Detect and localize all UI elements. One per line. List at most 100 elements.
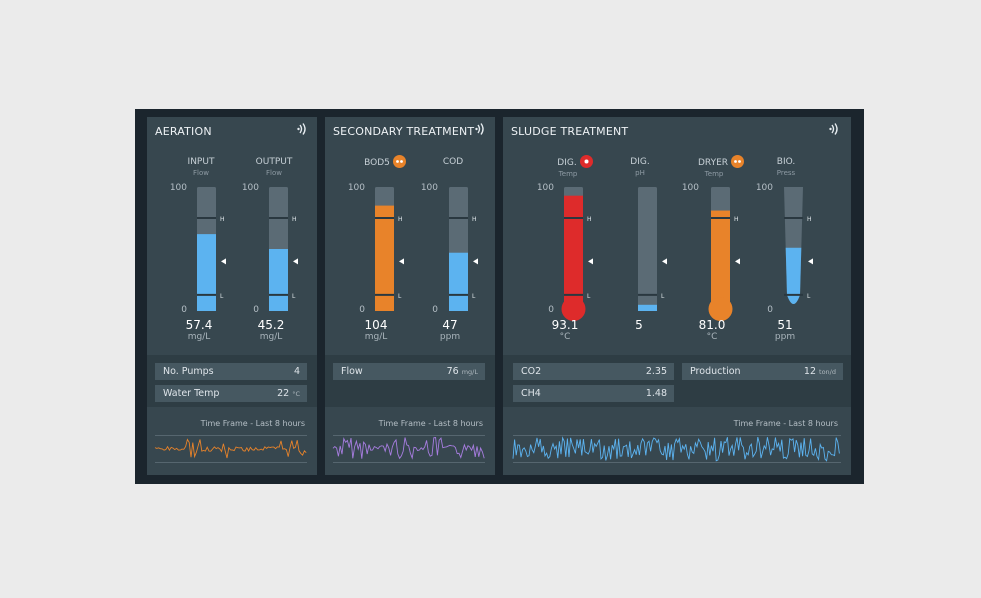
trend-series-line	[332, 436, 485, 460]
axis-max: 100	[536, 183, 554, 193]
gauge-fill	[711, 210, 730, 311]
metric-water-temp: Water Temp 22 °C	[155, 385, 307, 402]
metric-co2: CO2 2.35	[513, 363, 674, 380]
gauge-subtitle: Flow	[266, 169, 282, 177]
aeration-panel: AERATION INPUT Flow OUTPUT Flow 100 0 100 …	[147, 117, 317, 475]
gauge-bulb	[561, 297, 586, 321]
gauge-unit: ppm	[774, 332, 796, 342]
wifi-icon[interactable]	[829, 123, 843, 135]
panel-title: AERATION	[155, 125, 212, 138]
gauge-label-bio-press: BIO. Press	[756, 157, 816, 179]
metric-label: Production	[690, 366, 741, 377]
axis-min: 0	[253, 305, 259, 315]
alert-badge-icon[interactable]	[731, 155, 745, 168]
gauge-unit: mg/L	[259, 332, 283, 342]
axis-min: 0	[767, 305, 773, 315]
gauge-unit: °C	[706, 332, 718, 342]
dryer-temp-gauge: H	[708, 187, 740, 321]
gauge-track	[638, 187, 657, 311]
axis-max: 100	[681, 183, 699, 193]
gauge-value: 5	[635, 318, 643, 332]
gauge-label-output: OUTPUT Flow	[244, 157, 304, 179]
axis-max: 100	[755, 183, 773, 193]
gauge-unit: ppm	[439, 332, 461, 342]
trend-gridline	[333, 462, 485, 463]
gauge-value: 47	[442, 318, 458, 332]
high-threshold-label: H	[220, 216, 225, 223]
axis-min: 0	[181, 305, 187, 315]
metric-value: 2.35	[645, 366, 667, 377]
gauge-label-cod: COD	[423, 157, 483, 168]
gauge-value: 93.1	[551, 318, 579, 332]
low-threshold-label: L	[220, 293, 224, 300]
trend-title: Time Frame - Last 8 hours	[733, 419, 838, 428]
gauge-fill	[564, 195, 583, 311]
gauge-value: 104	[364, 318, 388, 332]
gauge-label-dryer-temp: DRYER Temp	[691, 155, 751, 180]
setpoint-pointer-icon	[808, 258, 813, 265]
bio-press-gauge: HL	[784, 187, 813, 304]
cod-gauge: HL	[449, 187, 478, 311]
high-threshold-label: H	[807, 216, 812, 223]
high-threshold-label: H	[734, 216, 739, 223]
output-flow-gauge: HL	[269, 187, 298, 311]
trend-title: Time Frame - Last 8 hours	[378, 419, 483, 428]
gauge-subtitle: Temp	[704, 170, 724, 178]
trend-title: Time Frame - Last 8 hours	[200, 419, 305, 428]
gauge-fill	[784, 247, 803, 304]
setpoint-pointer-icon	[735, 258, 740, 265]
metric-value: 4	[293, 366, 300, 377]
gauge-title: BOD5	[364, 158, 390, 168]
low-threshold-label: L	[587, 293, 591, 300]
setpoint-pointer-icon	[473, 258, 478, 265]
wifi-icon[interactable]	[297, 123, 311, 135]
axis-max: 100	[241, 183, 259, 193]
gauge-fill	[638, 304, 657, 311]
gauge-title: COD	[442, 157, 464, 167]
metric-unit: ton/d	[819, 368, 836, 376]
gauge-value: 45.2	[257, 318, 285, 332]
metric-label: CH4	[521, 388, 541, 399]
gauge-fill	[449, 252, 468, 311]
trend-gridline	[333, 435, 485, 436]
trend-series-line	[512, 436, 840, 462]
dig-ph-gauge: L	[638, 187, 667, 311]
setpoint-pointer-icon	[221, 258, 226, 265]
metric-label: Flow	[341, 366, 363, 377]
high-threshold-label: H	[292, 216, 297, 223]
trend-gridline	[155, 462, 307, 463]
metric-label: No. Pumps	[163, 366, 214, 377]
trend-series-line	[154, 438, 307, 459]
gauge-value: 57.4	[185, 318, 213, 332]
metric-value: 76	[446, 366, 459, 377]
gauge-title: BIO.	[776, 157, 796, 167]
low-threshold-label: L	[661, 293, 665, 300]
gauge-value: 81.0	[698, 318, 726, 332]
high-threshold-label: H	[472, 216, 477, 223]
gauge-title: INPUT	[187, 157, 215, 167]
input-flow-gauge: HL	[197, 187, 226, 311]
wifi-icon[interactable]	[475, 123, 489, 135]
alert-badge-icon[interactable]	[392, 155, 406, 168]
metric-label: CO2	[521, 366, 542, 377]
gauge-label-dig-temp: DIG. Temp	[545, 155, 605, 180]
metric-flow: Flow 76 mg/L	[333, 363, 485, 380]
gauge-bulb	[708, 297, 733, 321]
axis-min: 0	[432, 305, 438, 315]
low-threshold-label: L	[398, 293, 402, 300]
metric-unit: mg/L	[461, 368, 478, 376]
alert-badge-icon[interactable]	[579, 155, 593, 168]
gauge-fill	[375, 205, 394, 311]
gauge-unit: °C	[559, 332, 571, 342]
secondary-trend-sparkline	[332, 436, 485, 460]
metric-ch4: CH4 1.48	[513, 385, 674, 402]
gauge-subtitle: Temp	[558, 170, 578, 178]
panel-title: SLUDGE TREATMENT	[511, 125, 629, 138]
panel-title: SECONDARY TREATMENT	[333, 125, 475, 138]
gauge-unit: mg/L	[364, 332, 388, 342]
high-threshold-label: H	[398, 216, 403, 223]
gauge-fill	[269, 249, 288, 311]
gauge-subtitle: pH	[635, 169, 645, 177]
metric-label: Water Temp	[163, 388, 220, 399]
gauge-title: DIG.	[557, 158, 577, 168]
